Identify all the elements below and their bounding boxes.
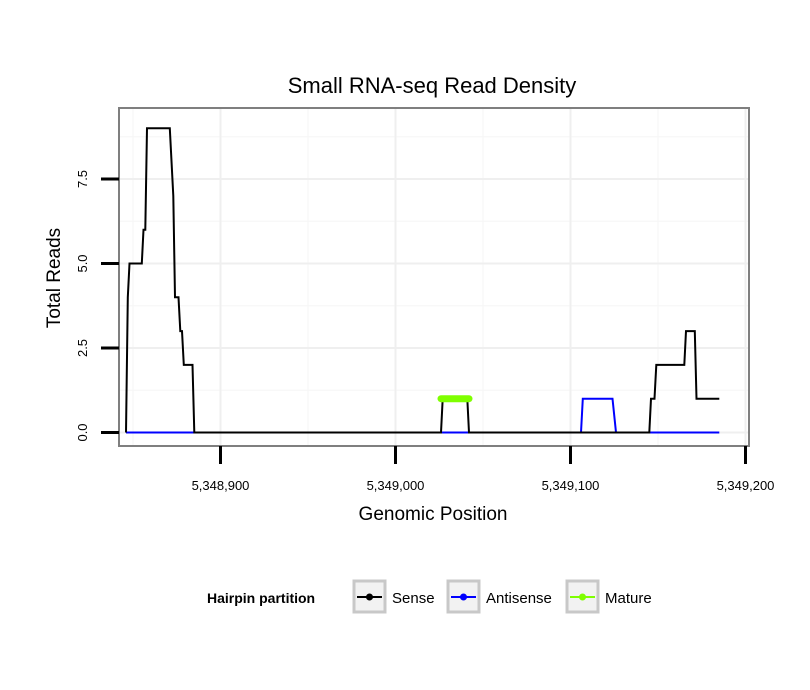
legend-swatch-point xyxy=(579,593,586,601)
legend-label-sense: Sense xyxy=(392,590,435,607)
legend-swatch-point xyxy=(460,593,467,601)
x-axis-title: Genomic Position xyxy=(359,504,508,525)
x-tick-label: 5,349,000 xyxy=(367,478,425,493)
x-tick-label: 5,348,900 xyxy=(192,478,250,493)
legend-label-antisense: Antisense xyxy=(486,590,552,607)
y-tick-label: 2.5 xyxy=(75,339,90,357)
y-tick-label: 5.0 xyxy=(75,254,90,272)
y-axis-title: Total Reads xyxy=(44,228,65,328)
plot-panel xyxy=(118,107,750,447)
legend: Hairpin partition Sense Antisense Mature xyxy=(207,579,652,614)
y-tick-label: 0.0 xyxy=(75,423,90,441)
x-axis: 5,348,900 5,349,000 5,349,100 5,349,200 xyxy=(192,446,775,493)
legend-swatch-point xyxy=(366,593,373,601)
y-tick-label: 7.5 xyxy=(75,170,90,188)
legend-title: Hairpin partition xyxy=(207,590,315,606)
x-tick-label: 5,349,200 xyxy=(717,478,775,493)
series-line-sense xyxy=(125,127,720,434)
y-axis: 0.0 2.5 5.0 7.5 xyxy=(75,170,119,442)
chart-title: Small RNA-seq Read Density xyxy=(288,73,577,98)
x-tick-label: 5,349,100 xyxy=(542,478,600,493)
series-lines xyxy=(125,127,720,434)
legend-label-mature: Mature xyxy=(605,590,652,607)
plot-border xyxy=(118,107,750,447)
